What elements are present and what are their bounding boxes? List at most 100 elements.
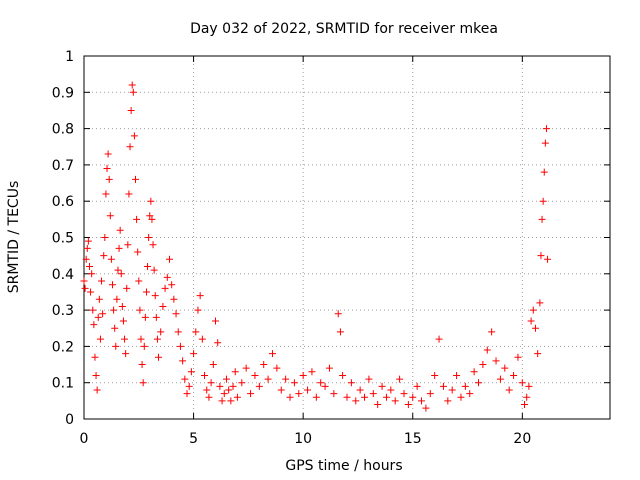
data-point [255, 382, 263, 390]
data-point [130, 132, 138, 140]
data-point [137, 335, 145, 343]
data-point [129, 88, 137, 96]
data-point [179, 357, 187, 365]
data-point [277, 386, 285, 394]
data-point [147, 197, 155, 205]
y-tick-label: 0.9 [52, 85, 74, 101]
data-point [192, 328, 200, 336]
data-point [133, 215, 141, 223]
data-point [220, 390, 228, 398]
data-point [273, 364, 281, 372]
data-point [117, 270, 125, 278]
axis-ticks: 00.10.20.30.40.50.60.70.80.910 5 10 15 20 [52, 49, 610, 447]
x-tick-label: 15 [404, 431, 422, 447]
data-point [374, 400, 382, 408]
data-point [136, 306, 144, 314]
data-point [198, 335, 206, 343]
data-point [238, 379, 246, 387]
data-point [387, 386, 395, 394]
y-tick-label: 0.2 [52, 339, 74, 355]
data-point [233, 393, 241, 401]
data-point [122, 350, 130, 358]
data-point [282, 375, 290, 383]
y-tick-label: 0 [65, 412, 74, 428]
data-point [91, 353, 99, 361]
data-point [113, 295, 121, 303]
data-point [347, 379, 355, 387]
data-point [96, 335, 104, 343]
data-point [99, 310, 107, 318]
data-point [123, 284, 131, 292]
data-point [361, 393, 369, 401]
data-point [496, 375, 504, 383]
data-point [165, 255, 173, 263]
data-point [168, 281, 176, 289]
y-tick-label: 0.3 [52, 303, 74, 319]
data-point [448, 386, 456, 394]
data-point [334, 310, 342, 318]
data-point [382, 393, 390, 401]
x-axis-label: GPS time / hours [285, 458, 402, 474]
data-point [538, 215, 546, 223]
data-point [155, 353, 163, 361]
x-tick-label: 10 [294, 431, 312, 447]
data-point [457, 393, 465, 401]
data-point [304, 386, 312, 394]
data-point [126, 143, 134, 151]
data-point [153, 335, 161, 343]
data-points [80, 81, 552, 412]
data-point [114, 266, 122, 274]
y-tick-label: 1 [65, 49, 74, 65]
data-point [148, 215, 156, 223]
data-point [87, 288, 95, 296]
data-point [431, 371, 439, 379]
data-point [90, 321, 98, 329]
y-tick-label: 0.6 [52, 194, 74, 210]
data-point [541, 139, 549, 147]
data-point [227, 397, 235, 405]
data-point [537, 252, 545, 260]
data-point [94, 313, 102, 321]
data-point [150, 266, 158, 274]
data-point [330, 390, 338, 398]
data-point [124, 241, 132, 249]
x-tick-label: 20 [513, 431, 531, 447]
y-tick-label: 0.8 [52, 122, 74, 138]
data-point [170, 295, 178, 303]
data-point [98, 277, 106, 285]
data-point [339, 371, 347, 379]
data-point [510, 371, 518, 379]
data-point [181, 375, 189, 383]
data-point [110, 306, 118, 314]
data-point [539, 197, 547, 205]
data-point [521, 400, 529, 408]
data-point [118, 302, 126, 310]
data-point [247, 390, 255, 398]
data-point [260, 361, 268, 369]
data-point [214, 339, 222, 347]
data-point [470, 368, 478, 376]
data-point [461, 382, 469, 390]
data-point [286, 393, 294, 401]
data-point [149, 241, 157, 249]
data-point [212, 317, 219, 325]
data-point [409, 393, 417, 401]
data-point [531, 324, 539, 332]
data-point [523, 393, 531, 401]
data-point [242, 364, 250, 372]
data-point [101, 234, 109, 241]
data-point [107, 255, 115, 263]
data-point [84, 237, 92, 245]
data-point [194, 306, 202, 314]
data-point [396, 375, 404, 383]
data-point [501, 364, 509, 372]
data-point [325, 364, 333, 372]
data-point [466, 390, 474, 398]
data-point [128, 81, 136, 89]
data-point [125, 190, 133, 198]
data-point [106, 212, 114, 220]
data-point [317, 379, 325, 387]
data-point [205, 393, 213, 401]
data-point [391, 397, 399, 405]
